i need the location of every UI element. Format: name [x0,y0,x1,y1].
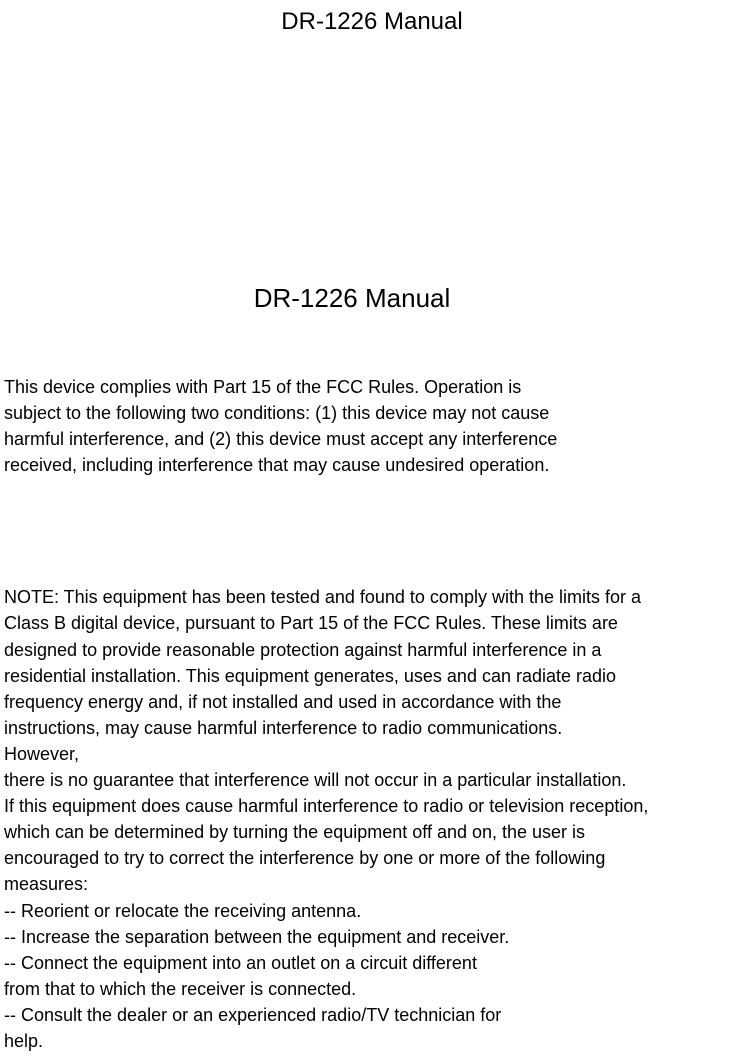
text-line: help. [4,1028,740,1054]
text-line: instructions, may cause harmful interfer… [4,715,740,741]
text-line: subject to the following two conditions:… [4,400,740,426]
document-title: DR-1226 Manual [4,283,740,314]
text-line: -- Connect the equipment into an outlet … [4,950,740,976]
text-line: -- Reorient or relocate the receiving an… [4,898,740,924]
compliance-paragraph: This device complies with Part 15 of the… [4,374,740,478]
text-line: frequency energy and, if not installed a… [4,689,740,715]
text-line: there is no guarantee that interference … [4,767,740,793]
text-line: If this equipment does cause harmful int… [4,793,740,819]
text-line: This device complies with Part 15 of the… [4,374,740,400]
text-line: encouraged to try to correct the interfe… [4,845,740,871]
text-line: Class B digital device, pursuant to Part… [4,610,740,636]
document-content: DR-1226 Manual This device complies with… [0,283,744,1054]
text-line: measures: [4,871,740,897]
text-line: received, including interference that ma… [4,452,740,478]
page-header: DR-1226 Manual [0,8,744,36]
text-line: designed to provide reasonable protectio… [4,637,740,663]
text-line: which can be determined by turning the e… [4,819,740,845]
text-line: residential installation. This equipment… [4,663,740,689]
text-line: harmful interference, and (2) this devic… [4,426,740,452]
text-line: -- Consult the dealer or an experienced … [4,1002,740,1028]
page-header-title: DR-1226 Manual [281,8,462,35]
text-line: NOTE: This equipment has been tested and… [4,584,740,610]
text-line: However, [4,741,740,767]
text-line: -- Increase the separation between the e… [4,924,740,950]
note-paragraph: NOTE: This equipment has been tested and… [4,584,740,1054]
text-line: from that to which the receiver is conne… [4,976,740,1002]
